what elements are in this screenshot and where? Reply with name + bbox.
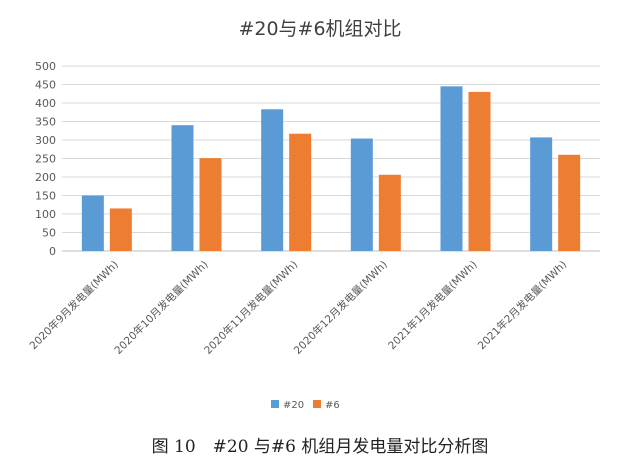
bar-s20 [440, 86, 463, 251]
x-tick-label: 2020年9月发电量(MWh) [27, 258, 121, 352]
bar-s6 [289, 133, 312, 251]
x-tick-label: 2021年1月发电量(MWh) [385, 258, 479, 352]
bar-s20 [261, 109, 284, 251]
bar-s20 [171, 125, 194, 251]
bar-s6 [468, 91, 491, 252]
bar-s20 [530, 137, 553, 251]
y-tick-label: 250 [35, 153, 56, 166]
x-tick-label: 2020年12月发电量(MWh) [291, 258, 390, 357]
bar-s6 [109, 208, 132, 251]
y-tick-label: 500 [35, 60, 56, 73]
legend-swatch [271, 400, 279, 408]
legend-label: #20 [283, 400, 304, 411]
x-tick-label: 2020年11月发电量(MWh) [201, 258, 300, 357]
bar-s6 [558, 154, 581, 251]
bar-s20 [350, 138, 373, 251]
y-tick-label: 300 [35, 134, 56, 147]
y-tick-label: 450 [35, 79, 56, 92]
bar-chart: 0 50 100 150 200 250 300 350 400 450 500 2020年9月发电量… [27, 60, 600, 411]
bar-s20 [81, 195, 104, 251]
chart-title: #20与#6机组对比 [238, 18, 402, 40]
y-tick-label: 0 [49, 245, 56, 258]
bar-s6 [199, 158, 222, 251]
x-tick-label: 2020年10月发电量(MWh) [112, 258, 211, 357]
legend-swatch [313, 400, 321, 408]
y-tick-label: 150 [35, 190, 56, 203]
x-tick-label: 2021年2月发电量(MWh) [475, 258, 569, 352]
y-tick-label: 200 [35, 171, 56, 184]
y-tick-label: 100 [35, 208, 56, 221]
bar-s6 [378, 174, 401, 251]
y-tick-label: 400 [35, 97, 56, 110]
y-tick-label: 350 [35, 116, 56, 129]
y-tick-label: 50 [42, 227, 56, 240]
legend-label: #6 [325, 400, 340, 411]
figure-caption: 图 10 #20 与#6 机组月发电量对比分析图 [151, 437, 489, 457]
